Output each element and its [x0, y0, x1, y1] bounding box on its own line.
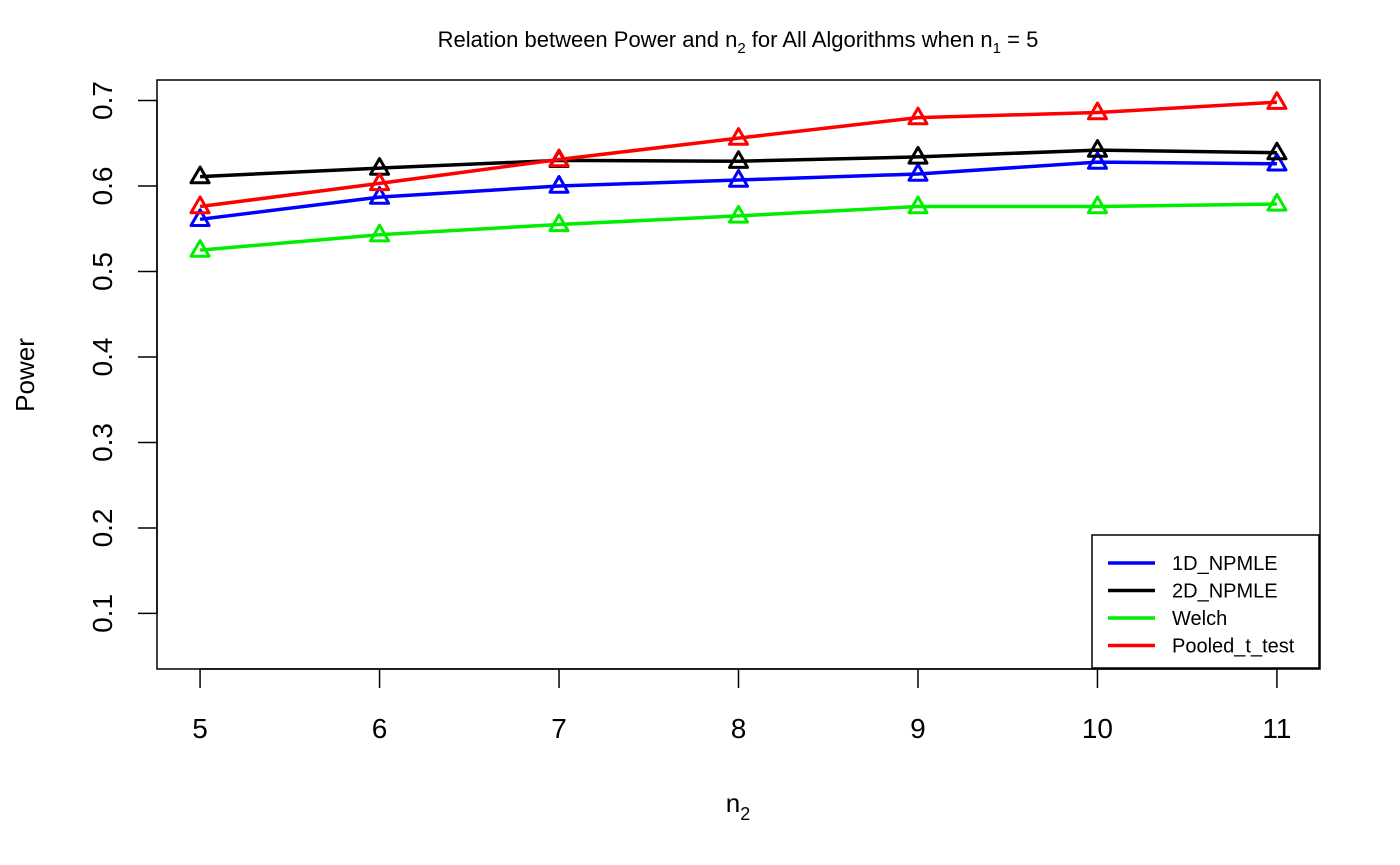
data-point [907, 163, 929, 182]
y-tick-label: 0.7 [87, 81, 118, 120]
legend-label: Welch [1172, 608, 1227, 630]
x-tick-label: 10 [1082, 713, 1113, 744]
data-point [728, 204, 749, 224]
data-point [1266, 152, 1288, 172]
x-axis-label: n2 [726, 788, 750, 824]
legend-label: 1D_NPMLE [1172, 553, 1278, 575]
x-tick-label: 9 [910, 713, 926, 744]
data-point [1266, 141, 1288, 161]
data-point [1086, 101, 1108, 121]
data-point [189, 239, 211, 258]
y-axis: 0.1 0.2 0.3 0.4 0.5 0.6 0.7 [87, 81, 158, 633]
data-point [1086, 139, 1108, 158]
series-1D_NPMLE [189, 151, 1288, 227]
y-tick-label: 0.3 [87, 423, 118, 462]
data-point [1266, 91, 1288, 110]
series-Pooled_t_test [189, 91, 1288, 215]
data-point [907, 106, 929, 126]
series-line [199, 160, 1277, 222]
data-point [728, 127, 749, 146]
series-Welch [189, 193, 1288, 258]
legend-label: 2D_NPMLE [1172, 581, 1278, 603]
data-point [1266, 193, 1288, 212]
data-point [548, 148, 570, 168]
data-point [907, 145, 929, 165]
data-point [369, 186, 391, 205]
legend-label: Pooled_t_test [1172, 636, 1295, 658]
series-line [199, 202, 1277, 252]
x-tick-label: 5 [192, 713, 208, 744]
data-point [548, 175, 570, 194]
x-tick-label: 6 [372, 713, 388, 744]
y-tick-label: 0.6 [87, 167, 118, 206]
x-tick-label: 8 [731, 713, 747, 744]
y-tick-label: 0.5 [87, 252, 118, 291]
data-point [728, 169, 749, 188]
data-point [369, 223, 391, 243]
y-axis-label: Power [10, 338, 40, 412]
data-point [369, 172, 391, 192]
data-point [189, 208, 211, 227]
data-point [189, 165, 211, 185]
data-point [1086, 151, 1108, 170]
series-line [199, 100, 1278, 209]
series-layer [189, 91, 1288, 258]
data-point [907, 195, 929, 215]
x-axis: 5 6 7 8 9 10 11 [192, 668, 1291, 744]
data-point [728, 150, 749, 169]
data-point [189, 195, 211, 215]
data-point [548, 213, 570, 233]
y-tick-label: 0.2 [87, 508, 118, 547]
y-tick-label: 0.4 [87, 338, 118, 377]
series-line [200, 148, 1277, 179]
x-tick-label: 7 [551, 713, 567, 744]
x-tick-label: 11 [1262, 713, 1291, 744]
legend: 1D_NPMLE 2D_NPMLE Welch Pooled_t_test [1091, 534, 1320, 669]
data-point [1086, 195, 1108, 215]
chart-title: Relation between Power and n2 for All Al… [438, 27, 1039, 57]
y-tick-label: 0.1 [87, 594, 118, 633]
